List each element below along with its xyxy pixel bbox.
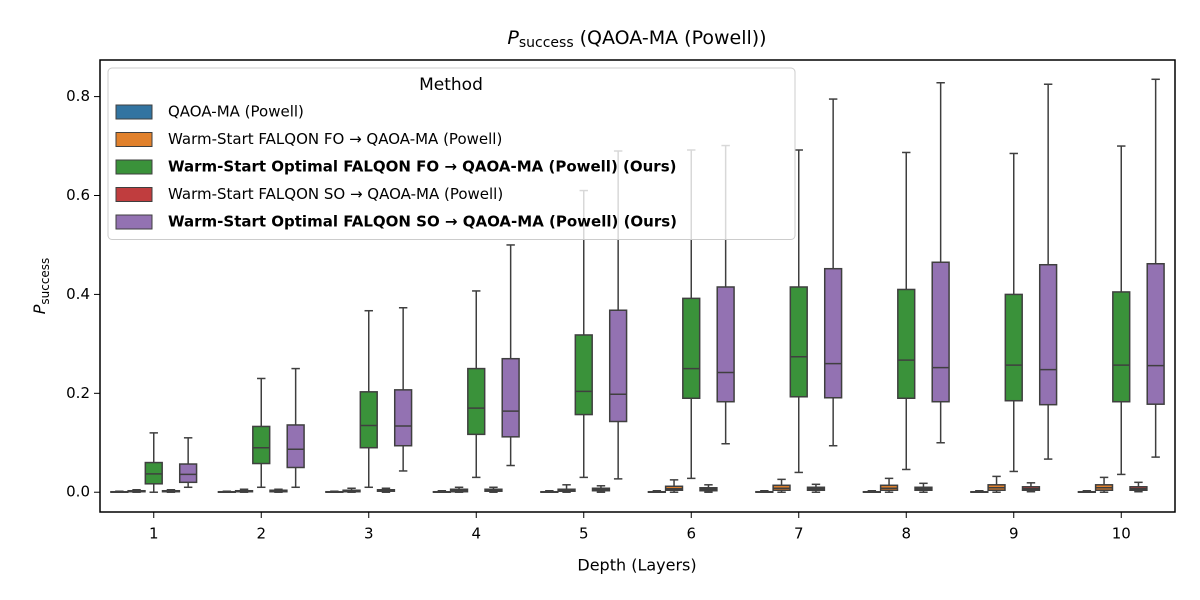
y-label-subscript: success — [38, 258, 52, 305]
box — [178, 463, 198, 484]
y-axis-label: Psuccess — [30, 258, 52, 315]
legend-swatch — [115, 159, 153, 175]
box — [608, 309, 628, 423]
box — [1038, 263, 1058, 406]
box — [359, 391, 378, 449]
x-axis-label: Depth (Layers) — [577, 556, 696, 575]
x-tick-label: 5 — [579, 525, 589, 543]
legend-label: Warm-Start FALQON SO → QAOA-MA (Powell) — [168, 185, 503, 203]
box — [286, 424, 305, 469]
x-tick-label: 2 — [256, 525, 266, 543]
box — [682, 297, 701, 400]
box — [823, 267, 843, 399]
legend-label: QAOA-MA (Powell) — [168, 103, 304, 121]
box — [393, 389, 413, 447]
box — [716, 286, 735, 403]
title-symbol: P — [507, 27, 519, 49]
chart-title: Psuccess (QAOA-MA (Powell)) — [507, 27, 766, 52]
box — [574, 334, 593, 416]
legend-frame — [107, 67, 796, 240]
box — [501, 357, 520, 438]
y-tick-label: 0.0 — [66, 483, 90, 501]
legend-title: Method — [419, 75, 483, 95]
box — [897, 288, 916, 400]
box — [931, 261, 950, 403]
x-tick-label: 7 — [794, 525, 804, 543]
x-tick-label: 9 — [1009, 525, 1019, 543]
legend-swatch — [115, 104, 153, 120]
legend-swatch — [115, 132, 153, 147]
y-tick-label: 0.2 — [66, 384, 90, 402]
x-tick-label: 6 — [686, 525, 696, 543]
y-tick-label: 0.4 — [66, 285, 90, 303]
box — [1146, 262, 1165, 405]
legend: Method QAOA-MA (Powell) Warm-Start FALQON … — [107, 67, 796, 240]
box — [467, 367, 486, 436]
box — [1004, 293, 1023, 402]
y-label-symbol: P — [30, 304, 49, 314]
box — [252, 425, 271, 465]
legend-label: Warm-Start Optimal FALQON SO → QAOA-MA (… — [168, 213, 677, 231]
legend-swatch — [115, 214, 153, 230]
y-tick-label: 0.8 — [66, 87, 90, 105]
x-tick-label: 8 — [901, 525, 911, 543]
legend-swatch — [115, 187, 153, 202]
box — [789, 286, 808, 398]
title-subscript: success — [519, 35, 574, 51]
legend-label: Warm-Start Optimal FALQON FO → QAOA-MA (… — [168, 158, 676, 176]
x-tick-label: 4 — [471, 525, 481, 543]
title-text: (QAOA-MA (Powell)) — [580, 27, 767, 49]
y-tick-label: 0.6 — [66, 186, 90, 204]
x-tick-label: 10 — [1112, 525, 1131, 543]
x-tick-label: 3 — [364, 525, 374, 543]
legend-label: Warm-Start FALQON FO → QAOA-MA (Powell) — [168, 130, 502, 148]
plot-frame — [99, 59, 1176, 513]
box — [1112, 291, 1131, 403]
x-tick-label: 1 — [149, 525, 159, 543]
